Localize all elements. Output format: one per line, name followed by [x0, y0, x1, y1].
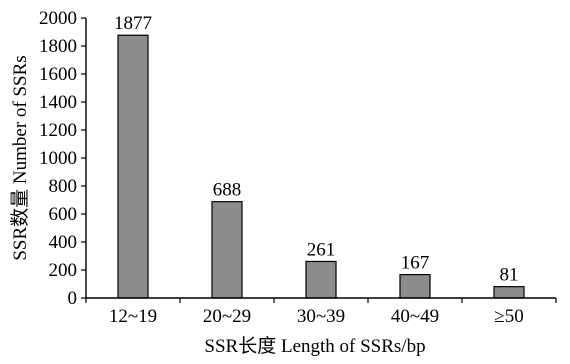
y-tick-label: 1200: [39, 120, 77, 141]
bar-4: [493, 286, 525, 299]
bar-value-label: 688: [213, 180, 242, 201]
y-tick-label: 400: [49, 232, 78, 253]
y-tick-label: 600: [49, 204, 78, 225]
bar-value-label: 261: [307, 239, 336, 260]
y-tick-label: 200: [49, 260, 78, 281]
bar-value-label: 81: [500, 265, 519, 286]
y-tick-label: 800: [49, 176, 78, 197]
bar-0: [117, 34, 149, 299]
y-axis-ticks: 0 200 400 600 800 1000 1200 1400 1600 1800 2000: [39, 8, 86, 309]
y-tick-label: 1400: [39, 92, 77, 113]
x-axis-ticks: 12~19 20~29 30~39 40~49 ≥50: [85, 298, 557, 327]
y-tick-label: 1800: [39, 36, 77, 57]
bar-value-label: 1877: [114, 13, 152, 34]
x-category-label: 30~39: [297, 306, 345, 327]
bar-data-labels: 1877 688 261 167 81: [114, 13, 519, 285]
bar-1: [211, 201, 243, 299]
x-category-label: 20~29: [203, 306, 251, 327]
y-tick-label: 1600: [39, 64, 77, 85]
bar-value-label: 167: [401, 253, 430, 274]
bar-3: [399, 274, 431, 299]
y-axis-label: SSR数量 Number of SSRs: [9, 55, 31, 260]
x-category-label: ≥50: [494, 306, 523, 327]
x-axis-label: SSR长度 Length of SSRs/bp: [204, 335, 425, 357]
y-tick-label: 1000: [39, 148, 77, 169]
y-tick-label: 0: [68, 288, 78, 309]
bars: [117, 34, 525, 299]
y-tick-label: 2000: [39, 8, 77, 29]
x-category-label: 12~19: [109, 306, 157, 327]
bar-2: [305, 260, 337, 299]
x-category-label: 40~49: [391, 306, 439, 327]
